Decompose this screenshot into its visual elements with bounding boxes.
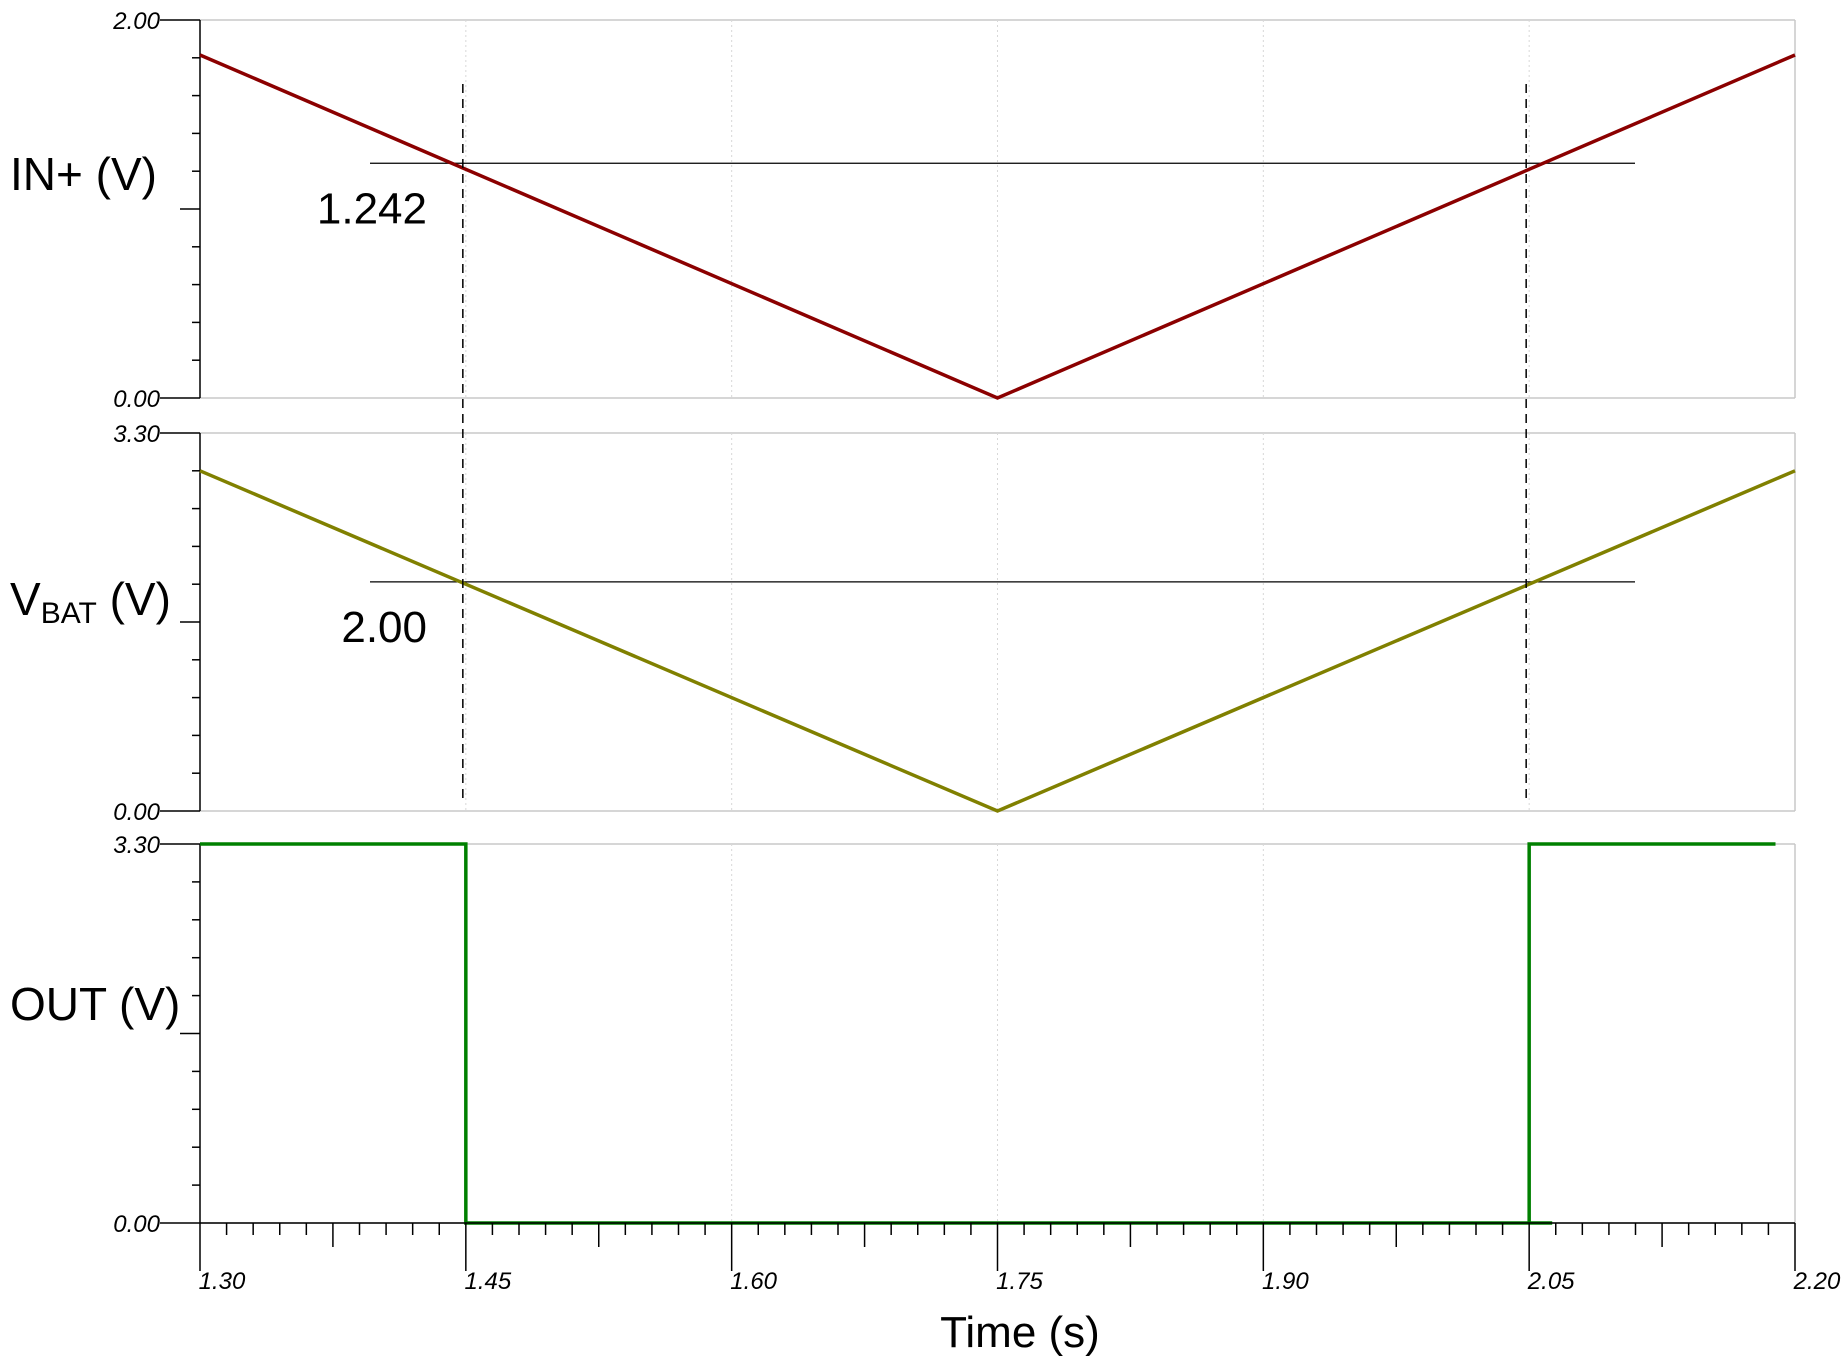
panel-0: 2.00 0.00 IN+ (V) 1.242 (10, 8, 1796, 413)
y-tick-label-max: 3.30 (113, 832, 160, 859)
y-tick-label-max: 3.30 (113, 421, 160, 448)
x-tick-label: 1.60 (730, 1268, 777, 1295)
y-tick-label-min: 0.00 (113, 799, 160, 826)
y-tick-label-min: 0.00 (113, 1211, 160, 1238)
y-axis-label-unit: (V) (97, 573, 171, 625)
y-axis-label-sub: BAT (41, 597, 97, 630)
threshold-label: 2.00 (341, 603, 427, 652)
y-tick-label-min: 0.00 (113, 386, 160, 413)
panel-1: 3.30 0.00 VBAT (V) 2.00 (10, 421, 1796, 826)
series-line (199, 53, 1796, 400)
panels: 2.00 0.00 IN+ (V) 1.242 3.30 0.00 VBAT (V) 2.00… (10, 8, 1796, 1238)
series-line (199, 469, 1796, 813)
x-axis-label: Time (s) (940, 1308, 1100, 1357)
x-tick-label: 1.75 (996, 1268, 1043, 1295)
x-tick-label: 1.90 (1262, 1268, 1309, 1295)
y-axis-label-main: IN+ (V) (10, 148, 157, 200)
x-tick-label: 2.20 (1793, 1268, 1841, 1295)
x-tick-label: 1.30 (199, 1268, 246, 1295)
x-axis: 1.30 1.45 1.60 1.75 1.90 2.05 2.20 (199, 1222, 1841, 1295)
x-tick-label: 2.05 (1527, 1268, 1575, 1295)
series-line (200, 842, 1776, 1225)
panel-2: 3.30 0.00 OUT (V) (10, 832, 1796, 1238)
y-axis-label: IN+ (V) (10, 148, 157, 200)
y-axis-label-main: V (10, 573, 41, 625)
y-axis-label-main: OUT (V) (10, 978, 180, 1030)
x-tick-label: 1.45 (464, 1268, 511, 1295)
threshold-label: 1.242 (317, 184, 427, 233)
y-axis-label: VBAT (V) (10, 573, 171, 630)
y-axis-label: OUT (V) (10, 978, 180, 1030)
y-tick-label-max: 2.00 (112, 8, 160, 35)
